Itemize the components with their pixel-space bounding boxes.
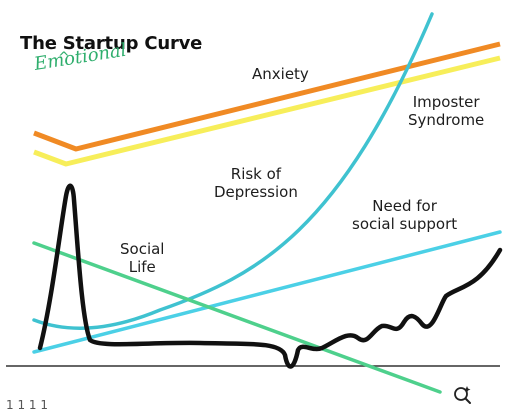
need-for-social-support-line	[32, 230, 502, 354]
depression-label-line-1: Risk of	[230, 165, 282, 183]
need-for-social-support-label: Need for social support	[352, 197, 457, 233]
social-life-line	[32, 241, 442, 394]
imposter-syndrome-line	[33, 55, 501, 167]
anxiety-line	[33, 41, 501, 152]
social-label-line-1: Social	[120, 240, 165, 258]
imposter-label-line-1: Imposter	[412, 93, 480, 111]
depression-label-line-2: Depression	[214, 183, 298, 201]
social-life-label: Social Life	[120, 240, 164, 276]
startup-curve-line	[37, 183, 503, 369]
risk-of-depression-label: Risk of Depression	[214, 165, 298, 201]
risk-of-depression-curve	[32, 12, 434, 330]
cropped-caption-text: 1 1 1 1	[6, 398, 48, 412]
social-label-line-2: Life	[128, 258, 156, 276]
zoom-sparkle-icon	[454, 386, 471, 404]
support-label-line-1: Need for	[372, 197, 437, 215]
anxiety-label-text: Anxiety	[252, 65, 309, 83]
diagram-title: The Startup Curve	[20, 33, 203, 54]
zoom-button[interactable]	[452, 384, 474, 406]
imposter-syndrome-label: Imposter Syndrome	[408, 93, 484, 129]
anxiety-label: Anxiety	[252, 65, 309, 83]
annotation-caret: ^	[58, 50, 70, 66]
imposter-label-line-2: Syndrome	[408, 111, 485, 129]
support-label-line-2: social support	[352, 215, 458, 233]
